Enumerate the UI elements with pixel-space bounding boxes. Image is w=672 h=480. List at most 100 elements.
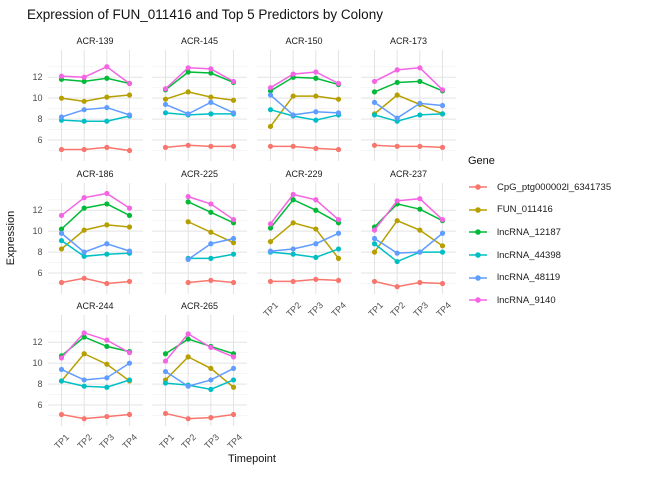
series-line-CpG_ptg000002l_6341735 — [60, 277, 130, 284]
data-point-lncRNA_44398 — [208, 386, 214, 392]
data-point-lncRNA_48119 — [185, 383, 191, 389]
y-tick-label: 6 — [37, 400, 43, 411]
data-point-CpG_ptg000002l_6341735 — [126, 147, 132, 154]
data-point-CpG_ptg000002l_6341735 — [58, 146, 64, 153]
data-point-lncRNA_44398 — [208, 111, 214, 117]
series-line-lncRNA_44398 — [164, 379, 235, 391]
data-point-lncRNA_9140 — [103, 64, 109, 70]
data-point-FUN_011416 — [371, 249, 378, 255]
data-point-lncRNA_48119 — [417, 100, 423, 107]
facet-panel-ACR-265 — [152, 315, 247, 426]
series-line-lncRNA_44398 — [269, 108, 339, 121]
data-point-lncRNA_9140 — [185, 193, 191, 199]
series-line-CpG_ptg000002l_6341735 — [164, 412, 235, 420]
y-tick-label: 12 — [32, 204, 43, 215]
data-point-lncRNA_48119 — [162, 368, 169, 375]
series-line-lncRNA_44398 — [60, 115, 130, 122]
data-point-lncRNA_48119 — [267, 247, 273, 254]
data-point-lncRNA_48119 — [230, 365, 237, 372]
series-line-lncRNA_12187 — [373, 202, 444, 228]
data-point-FUN_011416 — [208, 229, 214, 235]
data-point-lncRNA_48119 — [335, 110, 341, 116]
data-point-lncRNA_9140 — [230, 354, 237, 360]
data-point-CpG_ptg000002l_6341735 — [162, 144, 169, 150]
data-point-CpG_ptg000002l_6341735 — [58, 279, 64, 285]
series-line-CpG_ptg000002l_6341735 — [164, 144, 235, 149]
data-point-lncRNA_48119 — [81, 249, 87, 255]
data-point-lncRNA_9140 — [230, 216, 237, 222]
data-point-FUN_011416 — [103, 221, 109, 227]
data-point-lncRNA_48119 — [103, 104, 109, 111]
facet-strip-ACR-150: ACR-150 — [285, 36, 323, 46]
y-tick-label: 6 — [37, 267, 43, 278]
data-point-lncRNA_44398 — [58, 378, 64, 384]
series-line-lncRNA_9140 — [269, 193, 339, 225]
data-point-lncRNA_12187 — [103, 75, 109, 81]
legend-key-dot — [475, 184, 481, 191]
legend-label: lncRNA_12187 — [497, 226, 561, 238]
data-point-lncRNA_48119 — [185, 256, 191, 262]
data-point-lncRNA_12187 — [126, 212, 132, 218]
data-point-lncRNA_48119 — [58, 114, 64, 120]
chart-title: Expression of FUN_011416 and Top 5 Predi… — [27, 7, 383, 22]
data-point-lncRNA_12187 — [371, 89, 378, 95]
legend-item-FUN_011416: FUN_011416 — [468, 199, 611, 222]
series-line-FUN_011416 — [60, 94, 130, 103]
data-point-FUN_011416 — [81, 351, 87, 357]
data-point-lncRNA_44398 — [371, 240, 378, 246]
facet-strip-ACR-225: ACR-225 — [180, 168, 218, 179]
data-point-CpG_ptg000002l_6341735 — [394, 143, 400, 149]
series-line-lncRNA_12187 — [60, 77, 130, 85]
legend-key-icon — [469, 229, 487, 236]
series-line-lncRNA_44398 — [60, 379, 130, 389]
data-point-FUN_011416 — [185, 89, 191, 95]
data-point-FUN_011416 — [290, 219, 296, 225]
data-point-lncRNA_12187 — [267, 224, 273, 231]
series-line-FUN_011416 — [269, 95, 339, 128]
data-point-lncRNA_9140 — [208, 344, 214, 351]
data-point-lncRNA_48119 — [126, 247, 132, 254]
data-point-CpG_ptg000002l_6341735 — [208, 143, 214, 149]
data-point-FUN_011416 — [335, 96, 341, 102]
data-point-FUN_011416 — [335, 255, 341, 261]
series-line-FUN_011416 — [164, 355, 235, 389]
data-point-lncRNA_12187 — [103, 343, 109, 350]
series-line-lncRNA_12187 — [164, 71, 235, 91]
facet-panel-ACR-145 — [152, 50, 247, 161]
legend-key-icon — [469, 297, 487, 304]
data-point-lncRNA_48119 — [439, 102, 446, 109]
data-point-lncRNA_48119 — [290, 112, 296, 118]
data-point-FUN_011416 — [126, 92, 132, 98]
data-point-CpG_ptg000002l_6341735 — [208, 277, 214, 283]
data-point-lncRNA_9140 — [208, 200, 214, 207]
data-point-CpG_ptg000002l_6341735 — [417, 279, 423, 285]
legend-key-icon — [469, 252, 487, 258]
data-point-lncRNA_48119 — [312, 240, 318, 246]
legend-key-dot — [475, 252, 481, 258]
data-point-FUN_011416 — [58, 245, 64, 252]
legend-key-dot — [475, 207, 481, 213]
data-point-lncRNA_44398 — [371, 112, 378, 118]
data-point-CpG_ptg000002l_6341735 — [162, 410, 169, 417]
facet-panel-ACR-150 — [256, 50, 352, 161]
data-point-lncRNA_44398 — [103, 251, 109, 257]
facet-strip-ACR-139: ACR-139 — [76, 36, 114, 46]
data-point-lncRNA_48119 — [417, 249, 423, 255]
legend-item-lncRNA_9140: lncRNA_9140 — [468, 289, 611, 312]
data-point-lncRNA_9140 — [81, 194, 87, 200]
data-point-lncRNA_9140 — [230, 78, 237, 85]
data-point-lncRNA_48119 — [267, 92, 273, 98]
data-point-CpG_ptg000002l_6341735 — [103, 280, 109, 286]
data-point-FUN_011416 — [103, 94, 109, 100]
data-point-lncRNA_9140 — [290, 191, 296, 197]
data-point-CpG_ptg000002l_6341735 — [81, 146, 87, 153]
data-point-CpG_ptg000002l_6341735 — [58, 411, 64, 418]
data-point-FUN_011416 — [185, 218, 191, 224]
data-point-CpG_ptg000002l_6341735 — [394, 283, 400, 289]
data-point-lncRNA_44398 — [267, 107, 273, 113]
data-point-lncRNA_9140 — [162, 358, 169, 364]
data-point-FUN_011416 — [58, 95, 64, 101]
data-point-lncRNA_48119 — [185, 111, 191, 117]
series-line-FUN_011416 — [164, 91, 235, 102]
data-point-lncRNA_9140 — [394, 197, 400, 203]
